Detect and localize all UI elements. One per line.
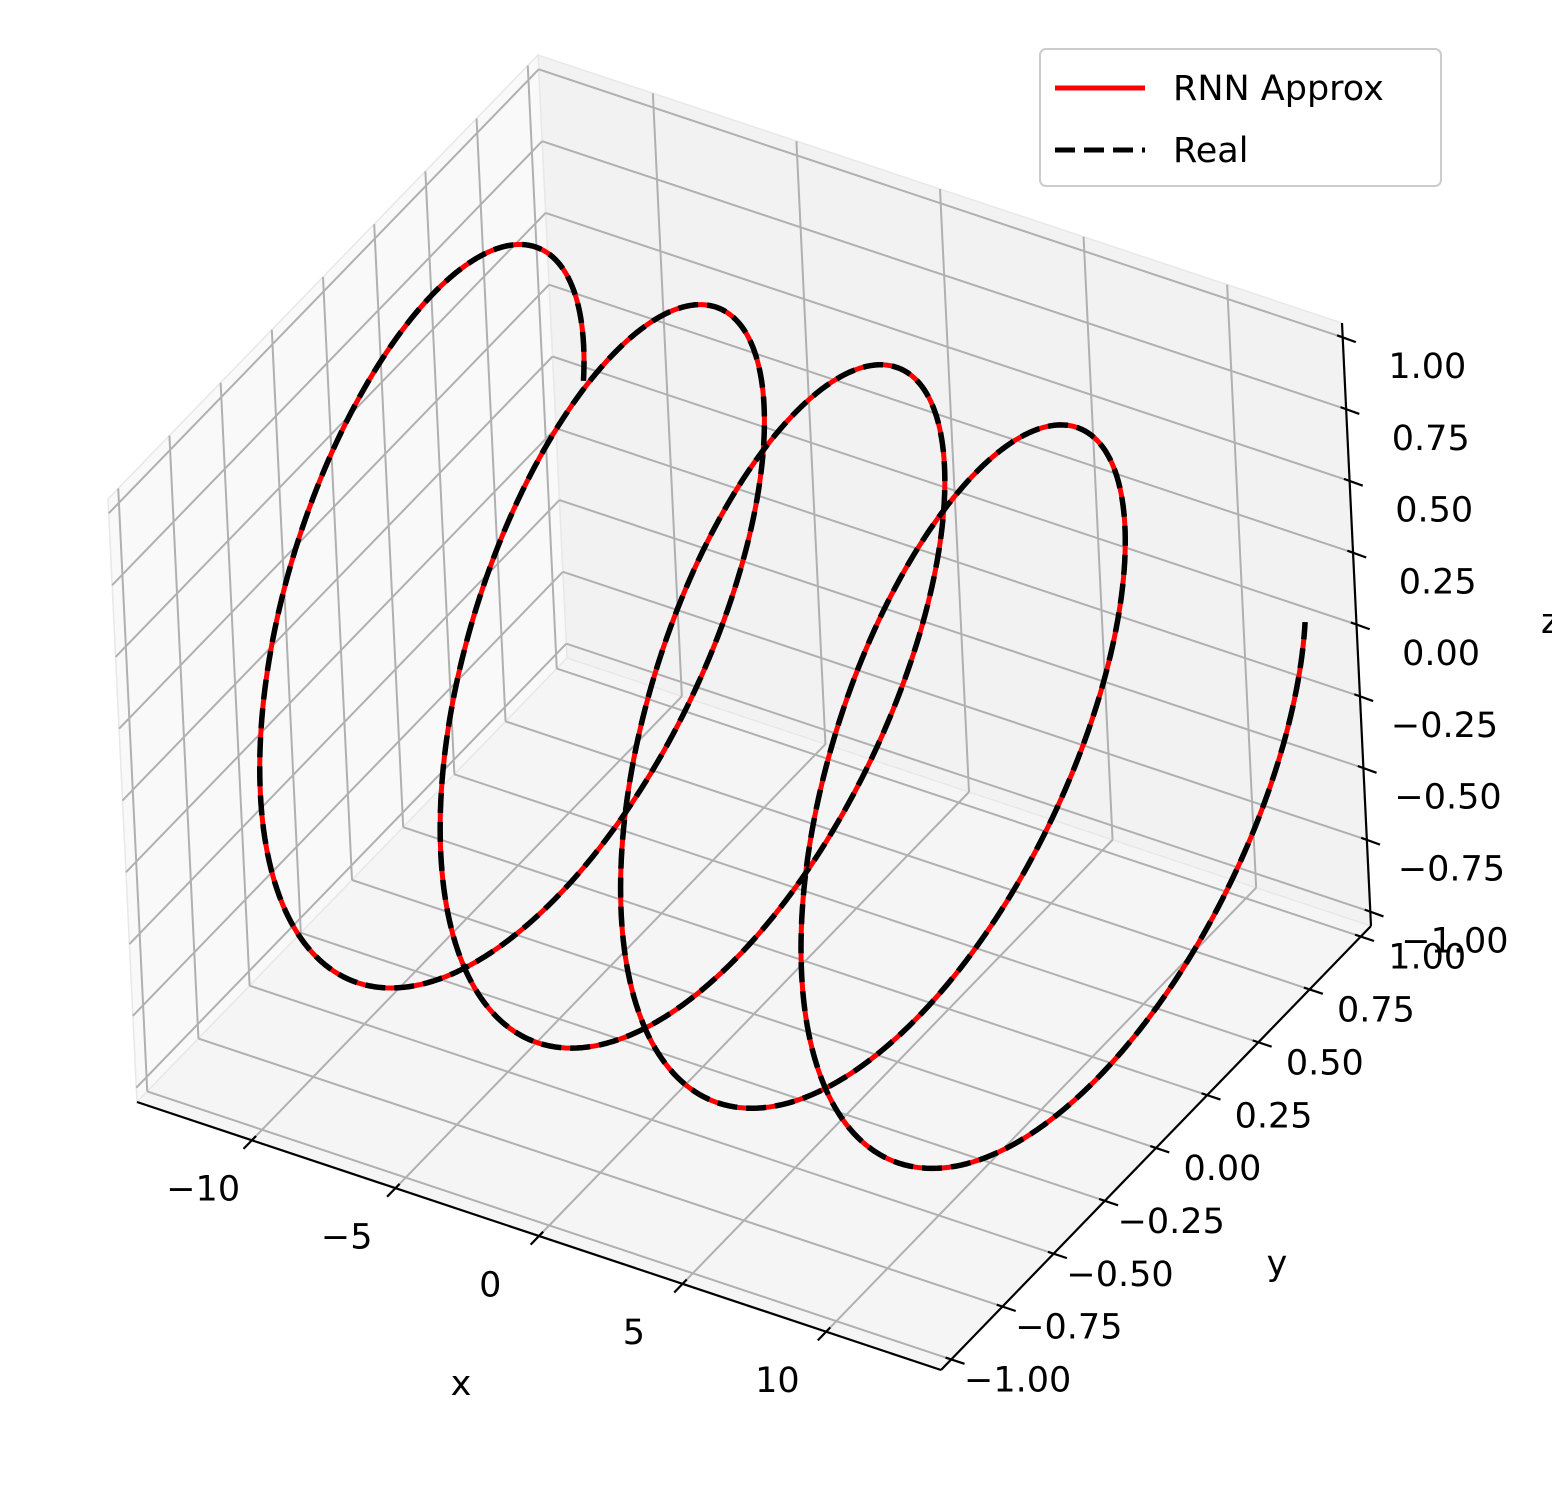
- grid-z-side-5: [118, 284, 550, 730]
- x-tick-label-1: −5: [321, 1217, 373, 1257]
- y-tick-1: [996, 1303, 1017, 1313]
- x-axis-label: x: [451, 1364, 472, 1404]
- x-tick-label-2: 0: [479, 1265, 501, 1305]
- grid-z-back-1: [562, 570, 1368, 841]
- z-tick-label-2: −0.50: [1394, 778, 1501, 818]
- y-tick-label-2: −0.50: [1066, 1255, 1173, 1295]
- y-tick-label-5: 0.25: [1235, 1096, 1313, 1136]
- x-tick-label-0: −10: [166, 1170, 240, 1210]
- x-tick-4: [817, 1326, 832, 1342]
- z-tick-label-4: 0.00: [1402, 634, 1480, 674]
- grid-z-side-4: [121, 355, 554, 802]
- grid-y-floor-3: [300, 931, 1106, 1202]
- y-tick-5: [1201, 1092, 1221, 1101]
- z-tick-label-5: 0.25: [1399, 562, 1477, 602]
- x-tick-1: [386, 1183, 401, 1198]
- tick-marks: −10 −5 0 5 10 −1.00 −0.75 −0.50 −0.25 0.00 0.25 0.5…: [166, 334, 1509, 1401]
- z-tick-3: [1353, 693, 1374, 703]
- grid-z-back-2: [559, 499, 1364, 770]
- grid-z-back-8: [538, 68, 1344, 339]
- z-tick-0: [1364, 908, 1384, 918]
- grid-z-back-6: [545, 211, 1350, 482]
- x-tick-label-3: 5: [623, 1313, 645, 1353]
- grid-z-side-7: [111, 140, 543, 586]
- legend-label-rnn-approx: RNN Approx: [1173, 69, 1384, 109]
- series-line-real: [256, 241, 1308, 1172]
- grid-y-floor-7: [505, 720, 1310, 991]
- y-tick-0: [945, 1356, 965, 1365]
- z-tick-label-0: −1.00: [1401, 921, 1508, 961]
- grid-z-side-8: [107, 68, 540, 515]
- grid-z-back-4: [552, 355, 1357, 626]
- grid-y-floor-2: [249, 984, 1054, 1255]
- z-tick-5: [1347, 549, 1367, 559]
- z-tick-8: [1336, 334, 1357, 344]
- y-tick-label-1: −0.75: [1015, 1308, 1122, 1348]
- grid-y-floor-1: [198, 1037, 1003, 1308]
- z-tick-6: [1343, 477, 1364, 487]
- legend-label-real: Real: [1173, 131, 1248, 171]
- series-layer: [256, 241, 1308, 1172]
- x-tick-3: [673, 1278, 688, 1294]
- grid-z-side-3: [125, 427, 557, 873]
- y-tick-label-7: 0.75: [1337, 991, 1415, 1031]
- grid-z-back-5: [548, 283, 1354, 554]
- y-tick-label-8: 1.00: [1388, 938, 1466, 978]
- y-tick-label-3: −0.25: [1118, 1202, 1225, 1242]
- grid-z-side-0: [135, 642, 568, 1089]
- y-tick-3: [1098, 1197, 1119, 1207]
- z-tick-label-6: 0.50: [1395, 491, 1473, 531]
- grid-y-floor-0: [146, 1090, 952, 1361]
- y-tick-7: [1303, 986, 1324, 995]
- y-tick-label-4: 0.00: [1183, 1149, 1261, 1189]
- y-tick-8: [1354, 933, 1375, 943]
- grid-y-floor-4: [351, 879, 1157, 1149]
- y-tick-label-6: 0.50: [1286, 1043, 1364, 1083]
- y-tick-2: [1047, 1250, 1068, 1260]
- axes-panes: [107, 53, 1373, 1371]
- z-axis-label: z: [1541, 602, 1552, 642]
- z-tick-label-7: 0.75: [1392, 419, 1470, 459]
- y-axis-label: y: [1267, 1244, 1288, 1284]
- legend-frame: [1039, 48, 1442, 187]
- y-tick-label-0: −1.00: [964, 1361, 1071, 1401]
- grid-z-back-7: [541, 140, 1347, 411]
- grid-y-floor-5: [402, 826, 1208, 1097]
- grid-lines: [107, 65, 1371, 1361]
- grid-z-side-1: [132, 571, 564, 1017]
- z-tick-label-8: 1.00: [1388, 347, 1466, 387]
- x-tick-0: [242, 1135, 257, 1150]
- grid-z-back-3: [555, 427, 1361, 698]
- x-tick-2: [529, 1230, 544, 1246]
- z-tick-label-1: −0.75: [1398, 850, 1505, 890]
- z-tick-7: [1340, 406, 1360, 415]
- z-tick-4: [1350, 621, 1371, 631]
- z-tick-2: [1357, 764, 1377, 774]
- y-tick-6: [1252, 1039, 1273, 1048]
- z-tick-1: [1360, 836, 1381, 846]
- legend: RNN Approx Real: [1039, 48, 1442, 187]
- grid-y-floor-6: [454, 773, 1259, 1044]
- grid-z-side-6: [114, 212, 547, 658]
- z-tick-label-3: −0.25: [1391, 706, 1498, 746]
- y-tick-4: [1149, 1145, 1170, 1154]
- x-tick-label-4: 10: [755, 1361, 800, 1401]
